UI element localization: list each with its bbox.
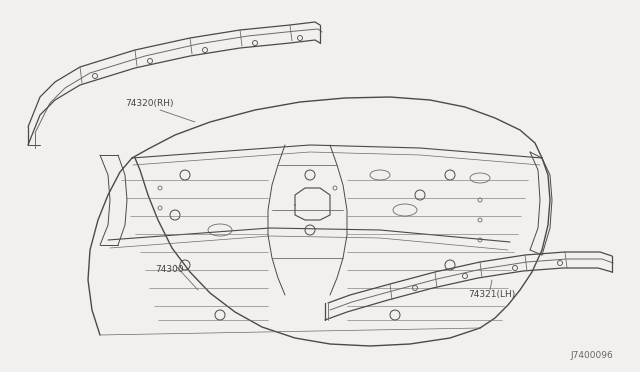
Text: 74320(RH): 74320(RH) <box>125 99 173 108</box>
Text: J7400096: J7400096 <box>570 350 612 359</box>
Text: 74321(LH): 74321(LH) <box>468 291 515 299</box>
Text: 74300: 74300 <box>155 266 184 275</box>
